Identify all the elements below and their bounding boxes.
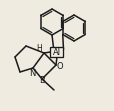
Text: O: O <box>56 61 63 70</box>
Text: Al: Al <box>52 48 61 56</box>
FancyBboxPatch shape <box>50 48 63 56</box>
Text: N: N <box>29 68 35 77</box>
Text: B: B <box>39 75 45 84</box>
Text: H: H <box>36 44 41 53</box>
